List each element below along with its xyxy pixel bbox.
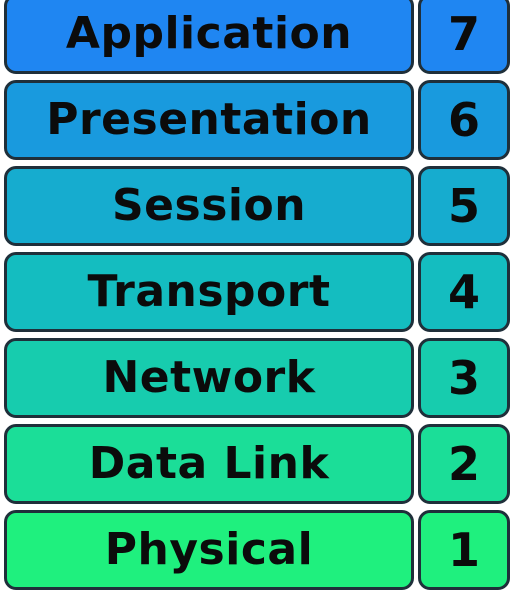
layer-name-box: Transport: [4, 252, 414, 332]
layer-number-box: 1: [418, 510, 510, 590]
layer-name-box: Network: [4, 338, 414, 418]
layer-number-box: 3: [418, 338, 510, 418]
layer-number: 7: [447, 7, 480, 61]
layer-row-session: Session 5: [0, 166, 516, 248]
layer-number-box: 6: [418, 80, 510, 160]
layer-number-box: 7: [418, 0, 510, 74]
layer-row-presentation: Presentation 6: [0, 80, 516, 162]
layer-row-application: Application 7: [0, 0, 516, 76]
layer-name: Data Link: [88, 438, 330, 489]
layer-number: 4: [447, 265, 480, 319]
layer-number-box: 4: [418, 252, 510, 332]
layer-name-box: Presentation: [4, 80, 414, 160]
layer-number: 1: [447, 523, 480, 577]
layer-row-physical: Physical 1: [0, 510, 516, 592]
layer-row-network: Network 3: [0, 338, 516, 420]
layer-name: Presentation: [46, 94, 372, 145]
layer-row-data-link: Data Link 2: [0, 424, 516, 506]
layer-row-transport: Transport 4: [0, 252, 516, 334]
layer-name: Session: [111, 180, 307, 231]
layer-name-box: Application: [4, 0, 414, 74]
layer-name: Application: [65, 8, 353, 59]
layer-name: Network: [102, 352, 316, 403]
layer-name-box: Session: [4, 166, 414, 246]
layer-number: 2: [447, 437, 480, 491]
layer-name-box: Physical: [4, 510, 414, 590]
layer-name: Physical: [104, 524, 314, 575]
layer-name-box: Data Link: [4, 424, 414, 504]
layer-number: 6: [447, 93, 480, 147]
layer-number: 5: [447, 179, 480, 233]
layer-number-box: 5: [418, 166, 510, 246]
layer-number-box: 2: [418, 424, 510, 504]
layer-number: 3: [447, 351, 480, 405]
layer-name: Transport: [87, 266, 331, 317]
